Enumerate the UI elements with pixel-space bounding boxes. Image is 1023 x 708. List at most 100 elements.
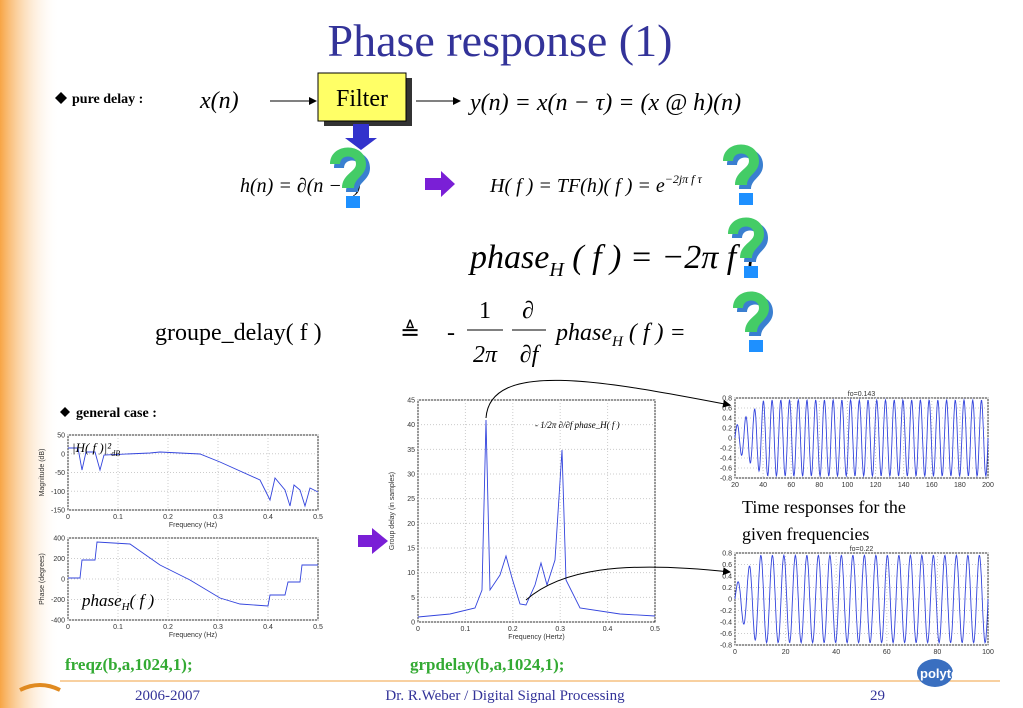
x-tick-label: 0.3: [555, 626, 565, 633]
x-tick-label: 0.1: [461, 626, 471, 633]
y-tick-label: 0.8: [722, 551, 732, 558]
question-icon: [723, 144, 763, 205]
y-tick-label: 50: [57, 433, 65, 440]
note: given frequencies: [742, 524, 869, 544]
x-tick-label: 0.5: [313, 624, 323, 631]
y-tick-label: 0.6: [722, 562, 732, 569]
y-tick-label: -0.4: [720, 620, 732, 627]
y-tick-label: 0: [728, 436, 732, 443]
gd-phase: phaseH ( f ) =: [554, 320, 686, 350]
x-tick-label: 0.4: [263, 514, 273, 521]
gd-minus: -: [447, 320, 455, 346]
y-tick-label: 20: [407, 521, 415, 528]
y-tick-label: 40: [407, 422, 415, 429]
x-tick-label: 0: [66, 624, 70, 631]
time-response-2: [734, 553, 989, 645]
time-response-1: [734, 398, 989, 478]
x-tick-label: 140: [898, 482, 910, 489]
y-tick-label: 0.2: [722, 585, 732, 592]
gd-defined: ≜: [400, 319, 420, 346]
y-tick-label: 0.8: [722, 396, 732, 403]
y-tick-label: 45: [407, 398, 415, 405]
footer-year: 2006-2007: [135, 688, 200, 704]
input: x(n): [199, 88, 239, 114]
code: grpdelay(b,a,1024,1);: [410, 655, 564, 674]
phase-eq: phaseH ( f ) = −2π f τ: [468, 239, 759, 281]
x-tick-label: 20: [782, 649, 790, 656]
bullet: [55, 92, 67, 104]
output: y(n) = x(n − τ) = (x @ h)(n): [468, 90, 741, 116]
x-tick-label: 0.3: [213, 624, 223, 631]
gd-num: 1: [479, 298, 491, 324]
plot-title: fo=0.22: [850, 546, 874, 553]
x-tick-label: 100: [842, 482, 854, 489]
y-tick-label: 30: [407, 472, 415, 479]
x-tick-label: 0.2: [163, 514, 173, 521]
gd-dnum: ∂: [522, 298, 534, 324]
x-tick-label: 0: [733, 649, 737, 656]
x-tick-label: 180: [954, 482, 966, 489]
x-tick-label: 80: [815, 482, 823, 489]
y-tick-label: 0.4: [722, 574, 732, 581]
x-tick-label: 0: [66, 514, 70, 521]
gd-dden: ∂f: [520, 342, 542, 368]
y-tick-label: -0.6: [720, 466, 732, 473]
logo-mark: [917, 659, 953, 687]
y-tick-label: -0.2: [720, 608, 732, 615]
x-tick-label: 0.2: [508, 626, 518, 633]
annotation: |H( f )|²dB: [72, 440, 120, 458]
y-tick-label: -0.4: [720, 456, 732, 463]
gd-name: groupe_delay( f ): [155, 320, 322, 346]
y-tick-label: 15: [407, 546, 415, 553]
bullet: [60, 407, 70, 417]
y-tick-label: -0.2: [720, 446, 732, 453]
plot-frame: [67, 537, 319, 621]
y-tick-label: 0: [411, 620, 415, 627]
plot-title: fo=0.143: [848, 391, 876, 398]
y-tick-label: -100: [51, 489, 65, 496]
imply-arrow: [425, 171, 455, 197]
x-tick-label: 0.3: [213, 514, 223, 521]
y-tick-label: 400: [53, 536, 65, 543]
pointer: [485, 379, 731, 419]
x-tick-label: 80: [934, 649, 942, 656]
transfer-eq: H( f ) = TF(h)( f ) = e−2jπ f τ: [489, 172, 703, 197]
y-tick-label: 0: [61, 451, 65, 458]
x-tick-label: 0.5: [313, 514, 323, 521]
y-tick-label: 0.4: [722, 416, 732, 423]
annotation: phaseH( f ): [81, 591, 155, 613]
footer-author: Dr. R.Weber / Digital Signal Processing: [385, 688, 625, 704]
y-tick-label: -200: [51, 597, 65, 604]
y-tick-label: -400: [51, 618, 65, 625]
x-tick-label: 0.4: [263, 624, 273, 631]
y-tick-label: -50: [55, 470, 65, 477]
x-tick-label: 0.1: [113, 514, 123, 521]
annotation: - 1/2π ∂/∂f phase_H( f ): [535, 420, 620, 430]
x-label: Frequency (Hz): [169, 522, 217, 529]
y-tick-label: -0.8: [720, 643, 732, 650]
down-arrow: [345, 124, 377, 150]
gd-den: 2π: [473, 342, 498, 368]
impulse-eq: h(n) = ∂(n − τ): [240, 175, 361, 197]
filter-label: Filter: [336, 86, 388, 112]
y-tick-label: 0.2: [722, 426, 732, 433]
question-icon: [733, 291, 773, 352]
y-tick-label: 25: [407, 496, 415, 503]
y-tick-label: 200: [53, 556, 65, 563]
y-label: Magnitude (dB): [39, 449, 46, 497]
x-tick-label: 60: [787, 482, 795, 489]
x-label: Frequency (Hertz): [508, 634, 564, 641]
pointer: [525, 566, 731, 601]
title: Phase response (1): [328, 15, 673, 66]
x-tick-label: 0.2: [163, 624, 173, 631]
x-tick-label: 60: [883, 649, 891, 656]
group-delay-curve: [417, 419, 656, 618]
imply-arrow: [358, 528, 388, 554]
note: Time responses for the: [742, 497, 906, 517]
y-label: Phase (degrees): [39, 553, 46, 605]
x-tick-label: 0: [416, 626, 420, 633]
x-tick-label: 0.1: [113, 624, 123, 631]
y-tick-label: 5: [411, 595, 415, 602]
y-label: Group delay (in samples): [389, 472, 396, 550]
